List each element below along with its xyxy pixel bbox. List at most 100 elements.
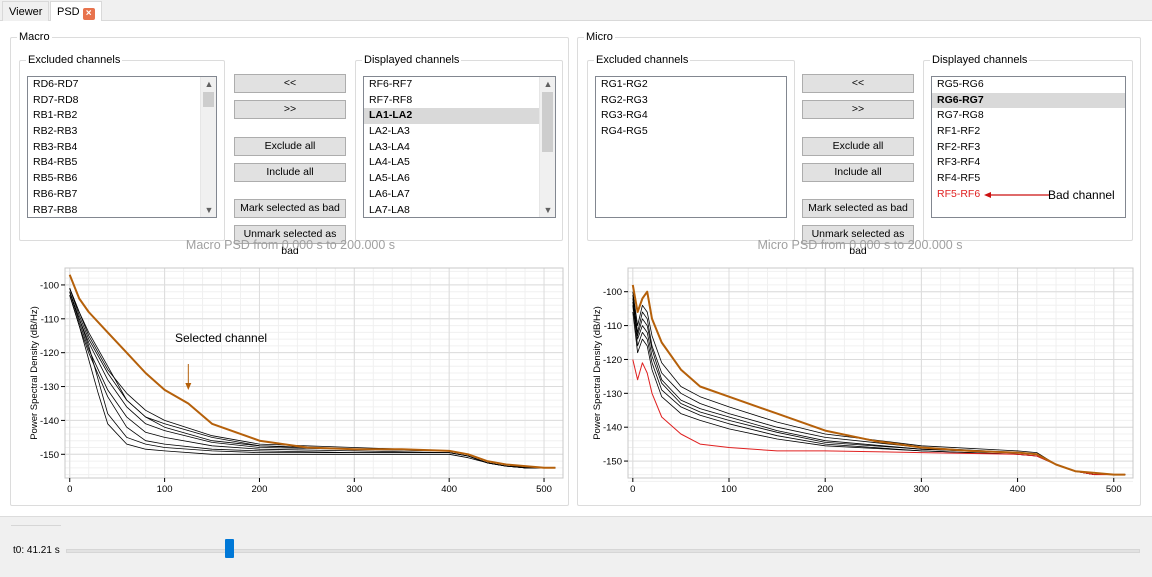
y-tick-label: -100: [40, 280, 59, 291]
list-item[interactable]: RB1-RB2: [33, 109, 78, 122]
mark-bad-button[interactable]: Mark selected as bad: [802, 199, 914, 218]
x-tick-label: 200: [817, 484, 833, 495]
macro-displayed-list[interactable]: RF6-RF7 RF7-RF8 LA1-LA2 LA2-LA3 LA3-LA4 LA4-L…: [363, 76, 556, 218]
x-tick-label: 500: [536, 484, 552, 495]
micro-chart-title: Micro PSD from 0.000 s to 200.000 s: [757, 238, 963, 252]
micro-group: Micro Excluded channels RG1-RG2 RG2-RG3 RG…: [577, 30, 1141, 506]
splitter: [11, 525, 61, 526]
micro-excluded-list[interactable]: RG1-RG2 RG2-RG3 RG3-RG4 RG4-RG5: [595, 76, 787, 218]
micro-excluded-group: Excluded channels RG1-RG2 RG2-RG3 RG3-RG4 R…: [587, 53, 795, 241]
list-item[interactable]: LA5-LA6: [369, 172, 410, 185]
tab-viewer[interactable]: Viewer: [2, 1, 50, 21]
y-tick-label: -150: [603, 457, 622, 468]
t0-label: t0: 41.21 s: [13, 545, 60, 556]
micro-displayed-group: Displayed channels RG5-RG6 RG6-RG7 RG7-RG8…: [923, 53, 1133, 241]
x-tick-label: 200: [252, 484, 268, 495]
list-item[interactable]: RF6-RF7: [369, 78, 413, 90]
list-item[interactable]: RG4-RG5: [601, 125, 648, 138]
scroll-up-icon[interactable]: ▲: [543, 79, 553, 89]
y-tick-label: -100: [603, 287, 622, 298]
x-tick-label: 100: [157, 484, 173, 495]
list-item[interactable]: RB5-RB6: [33, 172, 78, 185]
bad-channel-arrow: [984, 192, 1049, 198]
series-line: [632, 305, 1126, 476]
tab-psd-label: PSD: [57, 6, 80, 18]
scroll-thumb[interactable]: [203, 92, 214, 107]
scrollbar[interactable]: ▲ ▼: [539, 77, 555, 217]
list-item[interactable]: RD7-RD8: [33, 93, 79, 106]
list-item[interactable]: LA4-LA5: [369, 156, 410, 169]
list-item[interactable]: LA3-LA4: [369, 140, 410, 153]
include-button[interactable]: >>: [234, 100, 346, 119]
macro-group-title: Macro: [17, 30, 52, 44]
y-tick-label: -140: [603, 423, 622, 434]
unmark-bad-button[interactable]: Unmark selected as bad: [234, 225, 346, 257]
y-tick-label: -120: [603, 355, 622, 366]
micro-excluded-title: Excluded channels: [594, 53, 691, 67]
series-rg6-rg7: [631, 284, 1126, 476]
mark-bad-button[interactable]: Mark selected as bad: [234, 199, 346, 218]
list-item[interactable]: RF3-RF4: [937, 156, 981, 169]
list-item[interactable]: LA7-LA8: [369, 203, 410, 216]
list-item[interactable]: RB4-RB5: [33, 156, 78, 169]
scroll-up-icon[interactable]: ▲: [204, 79, 214, 89]
micro-displayed-title: Displayed channels: [930, 53, 1030, 67]
macro-displayed-title: Displayed channels: [362, 53, 462, 67]
list-item[interactable]: RG2-RG3: [601, 93, 648, 106]
list-item[interactable]: RG6-RG7: [932, 92, 1125, 109]
x-tick-label: 400: [441, 484, 457, 495]
y-tick-label: -130: [603, 389, 622, 400]
scroll-down-icon[interactable]: ▼: [543, 205, 553, 215]
list-item[interactable]: RB2-RB3: [33, 125, 78, 138]
y-tick-label: -110: [41, 314, 59, 325]
list-item[interactable]: RF7-RF8: [369, 93, 413, 106]
list-item[interactable]: RD6-RD7: [33, 78, 79, 90]
annotation-arrowhead: [185, 383, 192, 390]
list-item[interactable]: LA2-LA3: [369, 125, 410, 138]
list-item[interactable]: RG1-RG2: [601, 78, 648, 90]
tab-psd[interactable]: PSD ×: [50, 1, 102, 22]
y-axis-label: Power Spectral Density (dB/Hz): [592, 306, 603, 440]
tab-viewer-label: Viewer: [9, 6, 43, 18]
list-item[interactable]: RF5-RF6: [937, 187, 981, 200]
x-tick-label: 0: [67, 484, 72, 495]
include-button[interactable]: >>: [802, 100, 914, 119]
list-item[interactable]: RF4-RF5: [937, 172, 981, 185]
macro-group: Macro Excluded channels RD6-RD7 RD7-RD8 RB…: [10, 30, 569, 506]
scroll-down-icon[interactable]: ▼: [204, 205, 214, 215]
list-item[interactable]: RG7-RG8: [937, 109, 984, 122]
list-item[interactable]: RB3-RB4: [33, 140, 78, 153]
list-item[interactable]: LA6-LA7: [369, 187, 410, 200]
exclude-button[interactable]: <<: [234, 74, 346, 93]
y-tick-label: -110: [604, 321, 622, 332]
series-line: [69, 294, 556, 469]
psd-panel: Macro Excluded channels RD6-RD7 RD7-RD8 RB…: [0, 21, 1152, 516]
x-tick-label: 500: [1106, 484, 1122, 495]
list-item[interactable]: LA1-LA2: [364, 108, 555, 125]
y-tick-label: -130: [40, 382, 59, 393]
exclude-button[interactable]: <<: [802, 74, 914, 93]
list-item[interactable]: RB7-RB8: [33, 203, 78, 216]
scrollbar[interactable]: ▲ ▼: [200, 77, 216, 217]
micro-displayed-list[interactable]: RG5-RG6 RG6-RG7 RG7-RG8 RF1-RF2 RF2-RF3 RF3-R…: [931, 76, 1126, 218]
time-slider-handle[interactable]: [225, 539, 235, 558]
time-slider-panel: t0: 41.21 s: [0, 516, 1152, 577]
plot-area: [64, 267, 564, 479]
time-slider-track[interactable]: [66, 549, 1140, 553]
list-item[interactable]: RG3-RG4: [601, 109, 648, 122]
series-la1-la2: [68, 274, 556, 469]
list-item[interactable]: RB6-RB7: [33, 187, 78, 200]
macro-excluded-list[interactable]: RD6-RD7 RD7-RD8 RB1-RB2 RB2-RB3 RB3-RB4 RB4-R…: [27, 76, 217, 218]
exclude-all-button[interactable]: Exclude all: [234, 137, 346, 156]
scroll-thumb[interactable]: [542, 92, 553, 152]
exclude-all-button[interactable]: Exclude all: [802, 137, 914, 156]
x-tick-label: 100: [721, 484, 737, 495]
include-all-button[interactable]: Include all: [802, 163, 914, 182]
unmark-bad-button[interactable]: Unmark selected as bad: [802, 225, 914, 257]
list-item[interactable]: RG5-RG6: [937, 78, 984, 90]
x-tick-label: 0: [630, 484, 635, 495]
list-item[interactable]: RF2-RF3: [937, 140, 981, 153]
close-icon[interactable]: ×: [82, 8, 95, 20]
list-item[interactable]: RF1-RF2: [937, 125, 981, 138]
include-all-button[interactable]: Include all: [234, 163, 346, 182]
